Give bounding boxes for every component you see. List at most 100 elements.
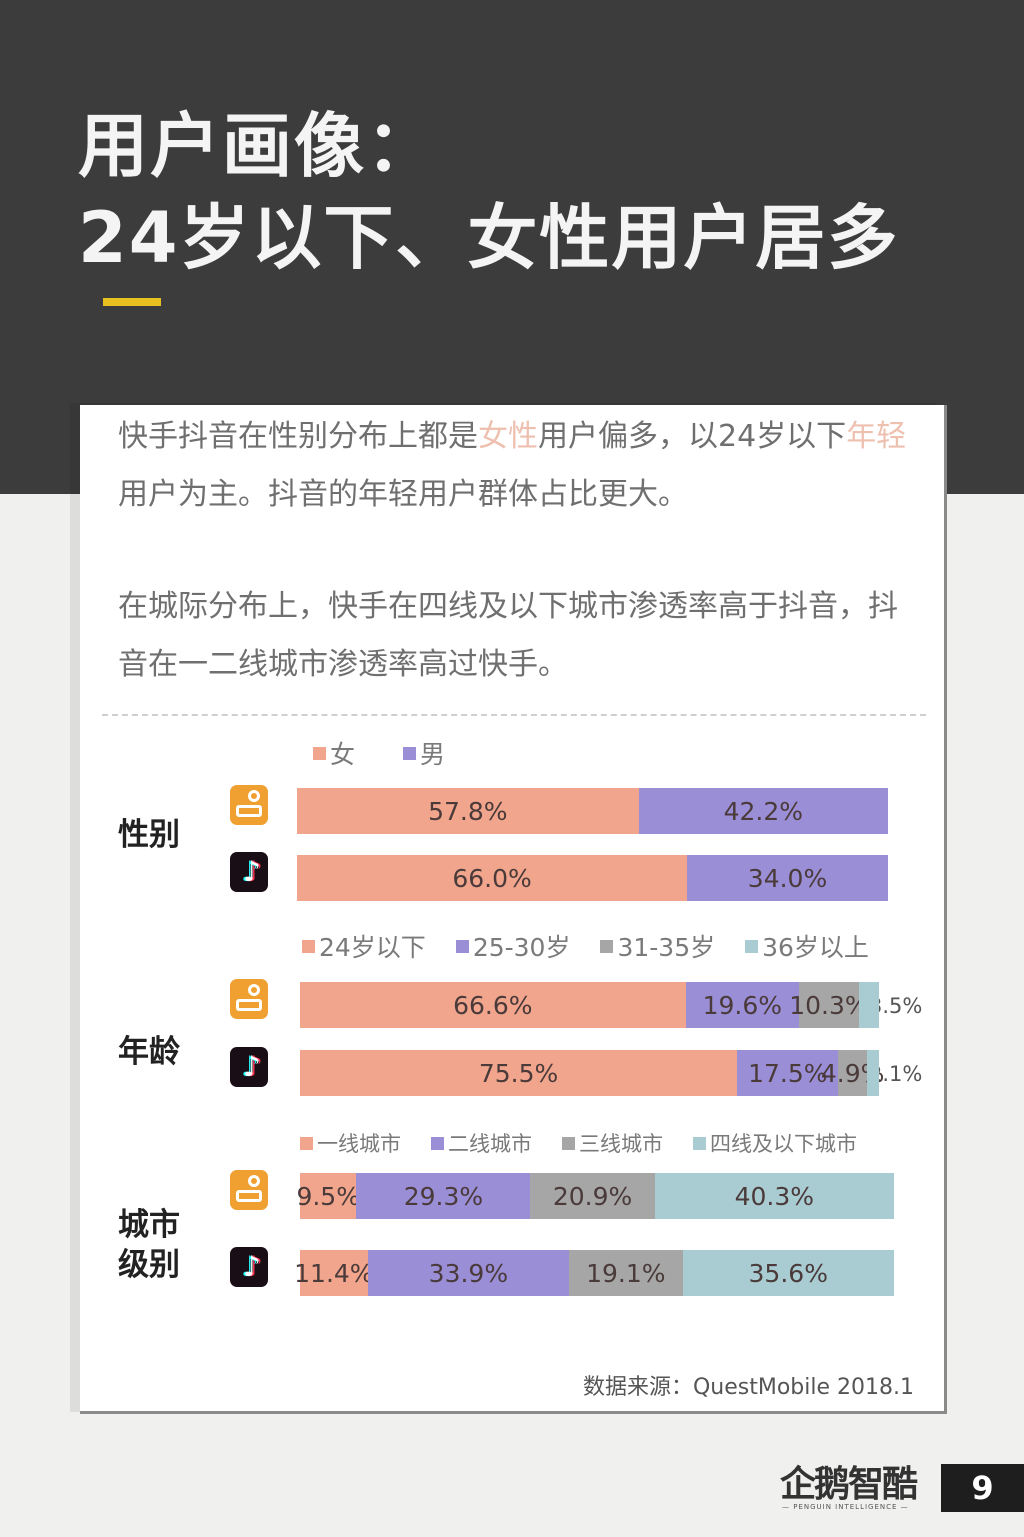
summary-text: 用户为主。抖音的年轻用户群体占比更大。 [118, 477, 688, 512]
bar-segment: 10.3% [789, 982, 869, 1028]
legend-swatch [693, 1136, 706, 1150]
bar-segment: 9.5% [296, 1173, 360, 1219]
segment-label: 40.3% [734, 1181, 814, 1211]
dashed-divider [102, 714, 926, 716]
legend-item: 31-35岁 [600, 928, 715, 964]
highlight-female: 女性 [478, 419, 538, 454]
legend-label: 二线城市 [448, 1132, 532, 1156]
segment-label: 9.5% [296, 1181, 360, 1211]
kuaishou-icon [230, 785, 268, 825]
stacked-bar: 9.5% 29.3% 20.9% 40.3% [296, 1173, 894, 1219]
stacked-bar: 11.4% 33.9% 19.1% 35.6% [294, 1250, 894, 1296]
bar-segment: 4.9% [821, 1050, 884, 1096]
segment-label: 75.5% [478, 1058, 559, 1088]
title-line-2: 24岁以下、女性用户居多 [78, 197, 900, 279]
segment-label: 10.3% [789, 990, 869, 1020]
legend-label: 36岁以上 [762, 933, 869, 962]
segment-label: 19.6% [702, 990, 783, 1020]
douyin-icon: ♪ [230, 1247, 268, 1287]
group-label: 性别 [118, 817, 180, 853]
segment-label: 20.9% [552, 1181, 633, 1211]
music-note-icon: ♪ [243, 1050, 261, 1083]
bar-segment: 11.4% [294, 1250, 374, 1296]
legend-label: 女 [330, 740, 356, 769]
bar-segment: 66.6% [300, 982, 686, 1028]
segment-label: 33.9% [428, 1258, 509, 1288]
legend-swatch [455, 939, 469, 953]
bar-segment [866, 1050, 879, 1096]
bar-segment: 57.8% [297, 788, 639, 834]
segment-label: 42.2% [723, 796, 803, 826]
segment-label: 66.6% [453, 990, 533, 1020]
bar-segment [858, 982, 879, 1028]
legend-swatch [302, 939, 315, 953]
stacked-bar: 57.8% 42.2% [297, 788, 888, 834]
legend-swatch [600, 939, 614, 953]
bar-segment: 19.6% [685, 982, 800, 1028]
legend-swatch [745, 939, 759, 953]
legend-item: 24岁以下 [302, 928, 426, 964]
content-card: 快手抖音在性别分布上都是女性用户偏多，以24岁以下年轻用户为主。抖音的年轻用户群… [80, 405, 947, 1414]
page-title: 用户画像： 24岁以下、女性用户居多 [78, 100, 899, 284]
legend-label: 一线城市 [317, 1132, 401, 1156]
bar-segment: 34.0% [687, 855, 888, 901]
legend-swatch [313, 746, 326, 760]
segment-label: 34.0% [747, 863, 828, 893]
legend-swatch [403, 746, 417, 760]
legend-swatch [431, 1136, 444, 1150]
group-label: 城市级别 [118, 1207, 180, 1283]
segment-label: 17.5% [748, 1058, 828, 1088]
page-number: 9 [941, 1464, 1024, 1512]
bar-segment: 75.5% [300, 1050, 738, 1096]
summary-text: 用户偏多，以24岁以下 [538, 419, 847, 454]
music-note-icon: ♪ [243, 855, 261, 888]
legend-0: 女男 [313, 735, 493, 771]
kuaishou-icon [230, 1170, 268, 1210]
summary-paragraph-2: 在城际分布上，快手在四线及以下城市渗透率高于抖音，抖音在一二线城市渗透率高过快手… [118, 589, 898, 682]
legend-item: 女 [313, 735, 355, 771]
bar-segment: 20.9% [530, 1173, 655, 1219]
segment-label: 29.3% [403, 1181, 484, 1211]
bar-segment: 29.3% [356, 1173, 531, 1219]
legend-label: 31-35岁 [617, 933, 716, 962]
data-source: 数据来源：QuestMobile 2018.1 [582, 1375, 914, 1400]
legend-1: 24岁以下 25-30岁 31-35岁 36岁以上 [302, 928, 899, 964]
douyin-icon: ♪ [230, 1047, 268, 1087]
summary-paragraph-1: 快手抖音在性别分布上都是女性用户偏多，以24岁以下年轻用户为主。抖音的年轻用户群… [118, 408, 918, 524]
segment-label: 35.6% [748, 1258, 828, 1288]
segment-label: 11.4% [294, 1258, 374, 1288]
legend-swatch [300, 1136, 313, 1150]
legend-item: 四线及以下城市 [693, 1128, 857, 1158]
legend-item: 36岁以上 [745, 928, 869, 964]
legend-item: 男 [403, 735, 445, 771]
summary-text: 快手抖音在性别分布上都是 [118, 419, 478, 454]
legend-item: 三线城市 [562, 1128, 663, 1158]
legend-label: 25-30岁 [472, 933, 571, 962]
bar-segment: 35.6% [682, 1250, 894, 1296]
legend-label: 男 [420, 740, 446, 769]
legend-item: 二线城市 [431, 1128, 532, 1158]
douyin-icon: ♪ [230, 852, 268, 892]
title-accent-bar [103, 298, 161, 306]
bar-segment: 42.2% [638, 788, 888, 834]
segment-label: 57.8% [428, 796, 508, 826]
title-line-1: 用户画像： [78, 105, 438, 187]
music-note-icon: ♪ [243, 1250, 261, 1283]
stacked-bar: 66.0% 34.0% [297, 855, 888, 901]
brand-logo-subtitle: — PENGUIN INTELLIGENCE — [782, 1503, 909, 1511]
highlight-young: 年轻 [846, 419, 907, 454]
stacked-bar: 75.5% 17.5% 4.9% [300, 1050, 884, 1096]
bar-segment: 66.0% [297, 855, 688, 901]
bar-segment: 17.5% [737, 1050, 839, 1096]
brand-logo: 企鹅智酷 [780, 1464, 918, 1505]
segment-label: 66.0% [452, 863, 532, 893]
legend-label: 四线及以下城市 [710, 1132, 857, 1156]
legend-item: 25-30岁 [455, 928, 571, 964]
bar-segment: 40.3% [654, 1173, 894, 1219]
segment-label: 19.1% [586, 1258, 666, 1288]
bar-segment: 33.9% [367, 1250, 570, 1296]
legend-item: 一线城市 [300, 1128, 401, 1158]
legend-2: 一线城市 二线城市 三线城市 四线及以下城市 [300, 1128, 887, 1158]
legend-label: 三线城市 [579, 1132, 663, 1156]
legend-label: 24岁以下 [319, 933, 426, 962]
